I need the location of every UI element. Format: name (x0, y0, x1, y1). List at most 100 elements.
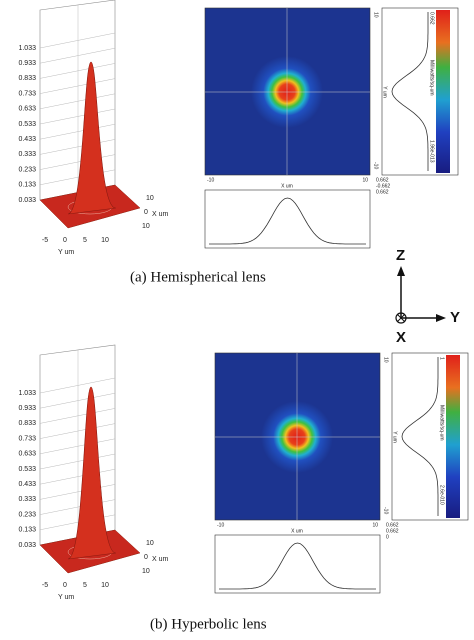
colorbar-label: Milliwatts/sq-um (429, 60, 435, 96)
profile-curve (209, 197, 366, 245)
grid-line (39, 108, 116, 125)
map-x-tick: 10 (362, 177, 368, 183)
grid-line (39, 468, 116, 485)
colorbar (446, 355, 460, 518)
side-y-tick: 10 (373, 12, 379, 18)
y-tick-label: -5 (42, 237, 48, 244)
grid-line (39, 63, 116, 79)
side-y-label: Y um (392, 431, 398, 443)
grid-line (39, 47, 116, 64)
x-tick-label: 10 (142, 223, 150, 230)
profile-legend: 0.662 (386, 528, 399, 534)
colorbar-min: 2.6e-010 (439, 485, 445, 505)
surface-plot: 1.033 0.933 0.833 0.733 0.633 0.533 0.433 0.333… (18, 0, 169, 256)
x-tick-label: 10 (142, 568, 150, 575)
y-tick-label: -5 (42, 582, 48, 589)
grid-line (39, 93, 116, 110)
panel: 1.033 0.933 0.833 0.733 0.633 0.533 0.433 0.333… (18, 0, 459, 285)
z-tick-label: 0.333 (18, 151, 36, 158)
z-tick-label: 0.533 (18, 466, 36, 473)
x-tick-label: 0 (144, 209, 148, 216)
side-y-tick: 10 (383, 357, 389, 363)
side-y-tick: -10 (373, 162, 379, 169)
map-x-label: X um (281, 183, 293, 189)
y-tick-label: 5 (83, 582, 87, 589)
z-tick-label: 0.133 (18, 527, 36, 534)
grid-line (39, 423, 116, 439)
x-axis-label: X um (152, 211, 169, 218)
caption: (a) Hemispherical lens (130, 269, 266, 285)
colorbar-min: 1.96e-013 (429, 140, 435, 163)
colorbar (436, 10, 450, 173)
x-tick-label: 10 (146, 540, 154, 547)
profile-legend: 0 (386, 534, 389, 540)
map-x-tick: 10 (372, 522, 378, 528)
z-tick-label: 0.933 (18, 405, 36, 412)
z-tick-label: 0.733 (18, 435, 36, 442)
z-tick-label: 0.533 (18, 121, 36, 128)
map-x-label: X um (291, 528, 303, 534)
z-tick-label: 0.733 (18, 90, 36, 97)
z-tick-label: 0.033 (18, 542, 36, 549)
side-curve (391, 12, 429, 171)
profile-legend: 0.662 (386, 522, 399, 528)
x-tick-label: 0 (144, 554, 148, 561)
z-tick-label: 0.633 (18, 106, 36, 113)
z-tick-label: 0.833 (18, 75, 36, 82)
map-x-tick: -10 (217, 522, 224, 528)
map-x-tick: -10 (207, 177, 214, 183)
z-tick-label: 0.033 (18, 197, 36, 204)
x-axis-label: X um (152, 556, 169, 563)
profile-frame (204, 189, 371, 249)
grid-line (39, 499, 116, 515)
y-axis-label: Y (450, 309, 460, 326)
grid-line (39, 139, 116, 155)
z-tick-label: 1.033 (18, 45, 36, 52)
profile-frame (214, 534, 381, 594)
side-y-tick: -10 (383, 507, 389, 514)
z-tick-label: 0.233 (18, 511, 36, 518)
y-tick-label: 5 (83, 237, 87, 244)
grid-line (39, 408, 116, 424)
grid-line (39, 32, 116, 49)
z-tick-label: 0.433 (18, 481, 36, 488)
back-wall (39, 0, 116, 201)
grid-line (39, 453, 116, 470)
colorbar-max: 0.662 (429, 12, 435, 25)
y-tick-label: 10 (101, 582, 109, 589)
surface-plot: 1.033 0.933 0.833 0.733 0.633 0.533 0.433 0.333… (18, 344, 169, 601)
y-tick-label: 10 (101, 237, 109, 244)
side-curve (401, 357, 439, 516)
z-tick-label: 0.433 (18, 136, 36, 143)
z-tick-label: 0.633 (18, 451, 36, 458)
z-tick-label: 0.333 (18, 496, 36, 503)
y-axis-label: Y um (58, 594, 74, 601)
grid-line (39, 78, 116, 94)
x-tick-label: 10 (146, 195, 154, 202)
grid-line (39, 392, 116, 409)
x-axis-label: X (396, 329, 406, 346)
colorbar-label: Milliwatts/sq-um (439, 405, 445, 441)
z-axis-label: Z (396, 247, 405, 264)
grid-line (39, 123, 116, 140)
z-tick-label: 0.133 (18, 182, 36, 189)
z-tick-label: 1.033 (18, 390, 36, 397)
peak (67, 61, 117, 215)
z-tick-label: 0.833 (18, 420, 36, 427)
colorbar-max: 1 (439, 357, 445, 360)
caption: (b) Hyperbolic lens (150, 616, 267, 632)
panel: 1.033 0.933 0.833 0.733 0.633 0.533 0.433 0.333… (18, 344, 469, 632)
peak (67, 386, 117, 560)
profile-legend: 0.662 (376, 189, 389, 195)
profile-legend: -0.662 (376, 183, 390, 189)
y-axis-label: Y um (58, 249, 74, 256)
z-tick-label: 0.933 (18, 60, 36, 67)
y-tick-label: 0 (63, 237, 67, 244)
grid-line (39, 377, 116, 394)
profile-legend: 0.662 (376, 177, 389, 183)
profile-curve (219, 542, 376, 590)
grid-line (39, 438, 116, 455)
